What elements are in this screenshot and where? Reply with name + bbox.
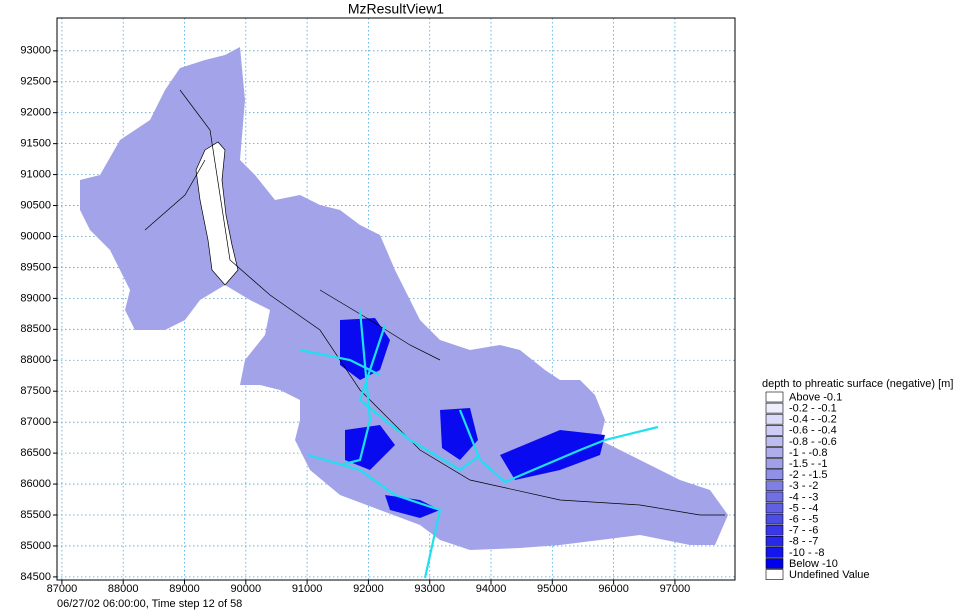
legend-swatch — [765, 447, 784, 458]
canals — [299, 309, 659, 579]
legend-swatch — [765, 402, 784, 414]
lake — [195, 141, 239, 286]
legend-swatch — [765, 424, 784, 436]
legend-label: -6 - -5 — [789, 514, 818, 526]
deep-zone — [440, 408, 478, 460]
y-tick-label: 90500 — [20, 199, 51, 211]
river — [319, 289, 441, 361]
legend-swatch — [765, 535, 784, 547]
legend-swatch — [765, 480, 784, 492]
y-tick-label: 92000 — [20, 107, 51, 119]
y-tick-label: 85500 — [20, 509, 51, 521]
legend-label: -1 - -0.8 — [789, 447, 828, 459]
river — [179, 89, 725, 516]
legend-swatch — [765, 569, 784, 580]
y-tick-label: 91500 — [20, 138, 51, 150]
x-tick-label: 87000 — [47, 583, 78, 595]
legend-swatch — [765, 547, 784, 558]
legend-label: -3 - -2 — [789, 480, 818, 492]
y-tick-label: 86000 — [20, 478, 51, 490]
canal — [458, 409, 659, 484]
y-tick-label: 90000 — [20, 230, 51, 242]
model-area — [80, 47, 728, 550]
legend-label: -5 - -4 — [789, 502, 818, 514]
y-tick-label: 87500 — [20, 385, 51, 397]
legend-label: -0.6 - -0.4 — [789, 425, 837, 437]
x-tick-label: 96000 — [598, 583, 629, 595]
legend-swatch — [765, 391, 784, 403]
x-tick-label: 92000 — [353, 583, 384, 595]
legend-label: -2 - -1.5 — [789, 469, 828, 481]
x-tick-label: 93000 — [414, 583, 445, 595]
legend-label: -10 - -8 — [789, 547, 824, 559]
legend-label: -7 - -6 — [789, 525, 818, 537]
deep-zones — [340, 318, 605, 518]
footer: 06/27/02 06:00:00, Time step 12 of 58 — [57, 598, 242, 610]
y-tick-label: 92500 — [20, 76, 51, 88]
deep-zone — [385, 495, 440, 518]
legend-swatch — [765, 436, 784, 447]
x-tick-label: 94000 — [476, 583, 507, 595]
y-tick-label: 91000 — [20, 168, 51, 180]
y-tick-label: 85000 — [20, 540, 51, 552]
legend-label: -0.2 - -0.1 — [789, 403, 837, 415]
y-tick-label: 86500 — [20, 447, 51, 459]
legend-title: depth to phreatic surface (negative) [m] — [762, 378, 953, 390]
legend-swatch — [765, 458, 784, 469]
legend-swatch — [765, 491, 784, 503]
legend-label: Below -10 — [789, 558, 838, 570]
rivers — [144, 89, 725, 516]
deep-zone — [500, 430, 605, 480]
x-tick-label: 89000 — [169, 583, 200, 595]
legend-swatch — [765, 524, 784, 536]
y-tick-label: 93000 — [20, 45, 51, 57]
y-tick-label: 84500 — [20, 571, 51, 583]
canal — [358, 324, 481, 472]
legend-swatch — [765, 513, 784, 525]
legend-label: -4 - -3 — [789, 491, 818, 503]
deep-zone — [340, 318, 390, 380]
y-tick-label: 89500 — [20, 261, 51, 273]
legend-swatch — [765, 413, 784, 425]
y-tick-label: 89000 — [20, 292, 51, 304]
legend-label: -8 - -7 — [789, 536, 818, 548]
map-layer — [80, 47, 728, 579]
canal — [307, 453, 442, 579]
legend-swatch — [765, 558, 784, 569]
chart-title: MzResultView1 — [348, 1, 444, 17]
x-tick-label: 95000 — [537, 583, 568, 595]
river — [144, 159, 206, 231]
plot-frame — [56, 17, 736, 581]
x-tick-label: 90000 — [231, 583, 262, 595]
x-tick-label: 97000 — [660, 583, 691, 595]
legend-swatch — [765, 502, 784, 514]
legend-label: Above -0.1 — [789, 391, 842, 403]
canal — [339, 309, 372, 467]
legend-label: Undefined Value — [789, 569, 870, 581]
y-tick-label: 88000 — [20, 354, 51, 366]
legend-swatch — [765, 469, 784, 481]
x-tick-label: 88000 — [108, 583, 139, 595]
y-tick-label: 88500 — [20, 323, 51, 335]
legend-label: -0.4 - -0.2 — [789, 414, 837, 426]
legend-label: -1.5 - -1 — [789, 458, 828, 470]
deep-zone — [345, 425, 395, 470]
legend-label: -0.8 - -0.6 — [789, 436, 837, 448]
y-tick-label: 87000 — [20, 416, 51, 428]
x-tick-label: 91000 — [292, 583, 323, 595]
